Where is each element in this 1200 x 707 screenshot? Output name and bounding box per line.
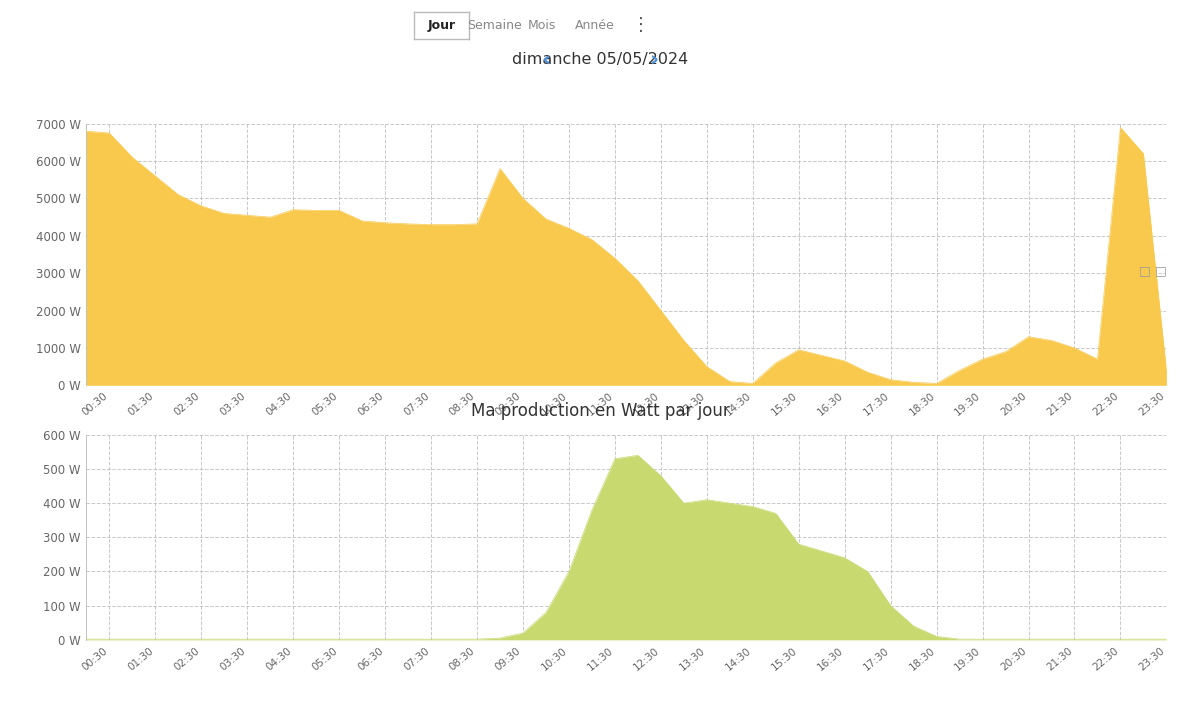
Text: Année: Année [575, 19, 616, 32]
Text: Semaine: Semaine [467, 19, 522, 32]
Text: ⋮: ⋮ [632, 16, 650, 35]
Text: □: □ [1139, 264, 1151, 277]
Text: Ma production en Watt par jour: Ma production en Watt par jour [470, 402, 730, 421]
Text: ‹: ‹ [541, 49, 551, 69]
Text: dimanche 05/05/2024: dimanche 05/05/2024 [512, 52, 688, 67]
Text: Mois: Mois [528, 19, 557, 32]
Text: ›: › [649, 49, 659, 69]
Text: Jour: Jour [427, 19, 456, 32]
Text: □: □ [1154, 264, 1166, 277]
